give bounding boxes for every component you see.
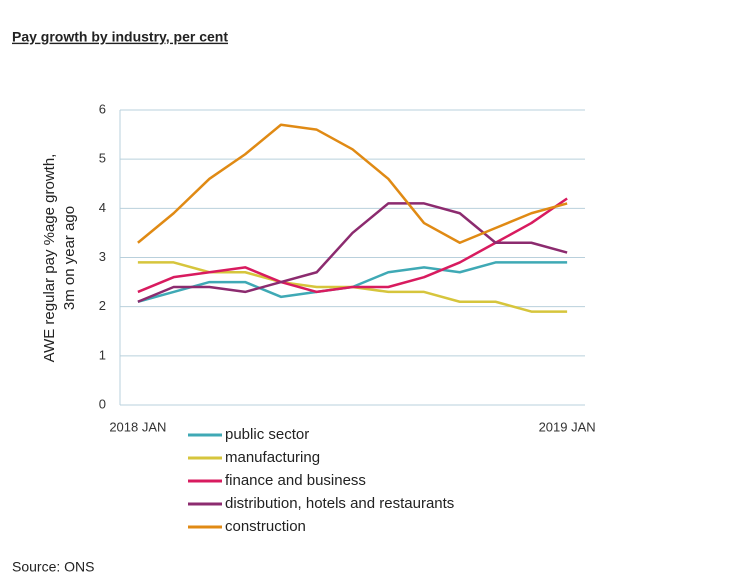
y-tick-label: 4 (99, 200, 106, 215)
y-tick-label: 1 (99, 347, 106, 362)
x-tick-label: 2019 JAN (539, 419, 596, 434)
legend-label: public sector (225, 426, 309, 443)
y-axis-label: AWE regular pay %age growth, 3m on year … (41, 154, 78, 363)
legend-label: distribution, hotels and restaurants (225, 495, 454, 512)
series-line (137, 202, 568, 303)
y-tick-label: 0 (99, 396, 106, 411)
chart-title: Pay growth by industry, per cent (12, 29, 228, 45)
y-tick-label: 3 (99, 249, 106, 264)
legend-label: manufacturing (225, 449, 320, 466)
y-tick-label: 2 (99, 298, 106, 313)
x-tick-label: 2018 JAN (109, 419, 166, 434)
legend-label: construction (225, 518, 306, 535)
source: Source: ONS (12, 559, 94, 575)
y-tick-label: 6 (99, 101, 106, 116)
series-line (137, 197, 568, 294)
series-line (137, 123, 568, 244)
y-axis-label-line: 3m on year ago (61, 206, 78, 310)
legend-label: finance and business (225, 472, 366, 489)
y-tick-label: 5 (99, 151, 106, 166)
series-line (137, 261, 568, 303)
y-axis-label-line: AWE regular pay %age growth, (41, 154, 58, 363)
